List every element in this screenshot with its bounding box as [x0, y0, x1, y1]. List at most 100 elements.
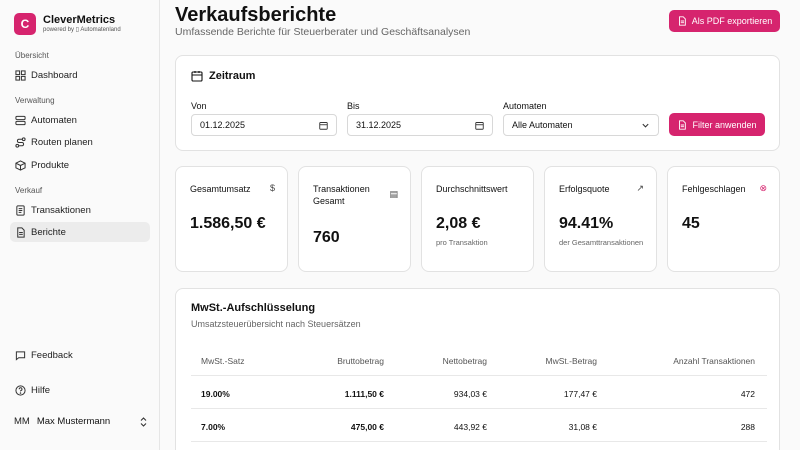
stat-value: 45 [682, 215, 700, 232]
box-icon [15, 159, 26, 171]
brand[interactable]: C CleverMetrics powered by ▯ Automatenla… [14, 13, 121, 35]
x-circle-icon: ⊗ [759, 183, 767, 193]
column-header: Anzahl Transaktionen [673, 356, 755, 366]
stat-card-failed: Fehlgeschlagen ⊗ 45 [667, 166, 780, 272]
stat-card-success-rate: Erfolgsquote ↗ 94.41% der Gesamttransakt… [544, 166, 657, 272]
brand-powered-by: powered by ▯ Automatenland [43, 26, 121, 33]
column-header: MwSt.-Betrag [545, 356, 598, 366]
from-label: Von [191, 101, 207, 111]
feedback-link[interactable]: Feedback [10, 345, 150, 365]
stat-value: 760 [313, 229, 340, 246]
brand-logo: C [14, 13, 36, 35]
cell-gross: 1.111,50 € [344, 389, 384, 399]
vat-subtitle: Umsatzsteuerübersicht nach Steuersätzen [191, 319, 361, 329]
vat-table: MwSt.-Satz Bruttobetrag Nettobetrag MwSt… [191, 343, 767, 442]
help-icon [15, 384, 26, 396]
user-menu[interactable]: MM Max Mustermann [14, 416, 148, 427]
sidebar: C CleverMetrics powered by ▯ Automatenla… [0, 0, 160, 450]
stat-label: Fehlgeschlagen [682, 184, 746, 194]
sidebar-item-machines[interactable]: Automaten [10, 110, 150, 130]
calendar-icon [475, 121, 484, 130]
export-pdf-label: Als PDF exportieren [691, 16, 773, 26]
section-label-overview: Übersicht [15, 51, 49, 60]
to-date-value: 31.12.2025 [356, 120, 402, 130]
stat-label: Durchschnittswert [436, 184, 508, 194]
cell-vat-rate: 19.00% [201, 389, 230, 399]
sidebar-item-label: Automaten [31, 114, 77, 126]
cell-vat-amount: 31,08 € [568, 422, 597, 432]
stat-value: 94.41% [559, 215, 614, 232]
vat-breakdown-card: MwSt.-Aufschlüsselung Umsatzsteuerübersi… [175, 288, 780, 450]
calendar-icon [319, 121, 328, 130]
report-icon [17, 226, 25, 238]
from-date-value: 01.12.2025 [200, 120, 246, 130]
section-label-management: Verwaltung [15, 96, 55, 105]
section-label-sales: Verkauf [15, 186, 43, 195]
page-subtitle: Umfassende Berichte für Steuerberater un… [175, 26, 471, 38]
chevron-up-down-icon [140, 416, 147, 427]
filter-title-text: Zeitraum [209, 70, 256, 82]
cell-transaction-count: 472 [740, 389, 755, 399]
period-filter-card: Zeitraum Von 01.12.2025 Bis 31.12.2025 A… [175, 55, 780, 151]
table-header-row: MwSt.-Satz Bruttobetrag Nettobetrag MwSt… [191, 343, 767, 376]
grid-icon [15, 69, 26, 81]
help-link[interactable]: Hilfe [10, 380, 150, 400]
cell-transaction-count: 288 [740, 422, 755, 432]
stat-label: Gesamtumsatz [190, 184, 251, 194]
file-icon [679, 119, 687, 130]
from-date-field[interactable]: 01.12.2025 [191, 114, 337, 136]
sidebar-item-transactions[interactable]: Transaktionen [10, 200, 150, 220]
route-icon [15, 136, 26, 148]
sidebar-item-routes[interactable]: Routen planen [10, 132, 150, 152]
user-name: Max Mustermann [36, 416, 111, 427]
apply-filter-label: Filter anwenden [692, 119, 757, 130]
receipt-icon: ▤ [389, 189, 398, 199]
sidebar-item-label: Routen planen [31, 136, 93, 148]
file-icon [678, 16, 686, 26]
page-title: Verkaufsberichte [175, 4, 337, 26]
sidebar-item-label: Transaktionen [31, 204, 91, 216]
to-label: Bis [347, 101, 360, 111]
apply-filter-button[interactable]: Filter anwenden [669, 113, 765, 136]
machines-select-value: Alle Automaten [512, 120, 573, 130]
main-content: Verkaufsberichte Umfassende Berichte für… [160, 0, 800, 450]
receipt-icon [16, 204, 25, 216]
vat-title: MwSt.-Aufschlüsselung [191, 302, 316, 314]
stat-sub: pro Transaktion [436, 238, 488, 247]
dollar-icon: $ [269, 183, 275, 193]
cell-gross: 475,00 € [350, 422, 384, 432]
filter-title: Zeitraum [191, 70, 255, 82]
sidebar-item-label: Berichte [31, 226, 66, 238]
sidebar-item-products[interactable]: Produkte [10, 155, 150, 175]
stat-sub: der Gesamttransaktionen [559, 238, 644, 247]
cell-net: 443,92 € [453, 422, 487, 432]
column-header: Nettobetrag [442, 356, 487, 366]
machines-select[interactable]: Alle Automaten [503, 114, 659, 136]
machines-label: Automaten [503, 101, 547, 111]
column-header: MwSt.-Satz [201, 356, 245, 366]
chevron-down-icon [642, 123, 649, 128]
sidebar-item-label: Produkte [31, 159, 70, 171]
sidebar-item-reports[interactable]: Berichte [10, 222, 150, 242]
feedback-label: Feedback [31, 349, 73, 361]
to-date-field[interactable]: 31.12.2025 [347, 114, 493, 136]
calendar-icon [191, 71, 203, 82]
stat-value: 1.586,50 € [190, 215, 266, 232]
stat-label: Transaktionen Gesamt [313, 184, 370, 206]
sidebar-item-dashboard[interactable]: Dashboard [10, 65, 150, 85]
cell-net: 934,03 € [453, 389, 487, 399]
stat-value: 2,08 € [436, 215, 481, 232]
stat-card-average-value: Durchschnittswert 2,08 € pro Transaktion [421, 166, 534, 272]
stat-label: Erfolgsquote [559, 184, 610, 194]
table-row: 19.00% 1.111,50 € 934,03 € 177,47 € 472 [191, 376, 767, 409]
trending-up-icon: ↗ [636, 183, 644, 193]
column-header: Bruttobetrag [337, 356, 384, 366]
export-pdf-button[interactable]: Als PDF exportieren [669, 10, 780, 32]
server-icon [15, 115, 26, 125]
avatar: MM [14, 416, 30, 427]
cell-vat-amount: 177,47 € [563, 389, 597, 399]
sidebar-item-label: Dashboard [31, 69, 78, 81]
stat-card-total-transactions: Transaktionen Gesamt ▤ 760 [298, 166, 411, 272]
brand-name: CleverMetrics [43, 13, 116, 26]
message-icon [15, 350, 26, 361]
